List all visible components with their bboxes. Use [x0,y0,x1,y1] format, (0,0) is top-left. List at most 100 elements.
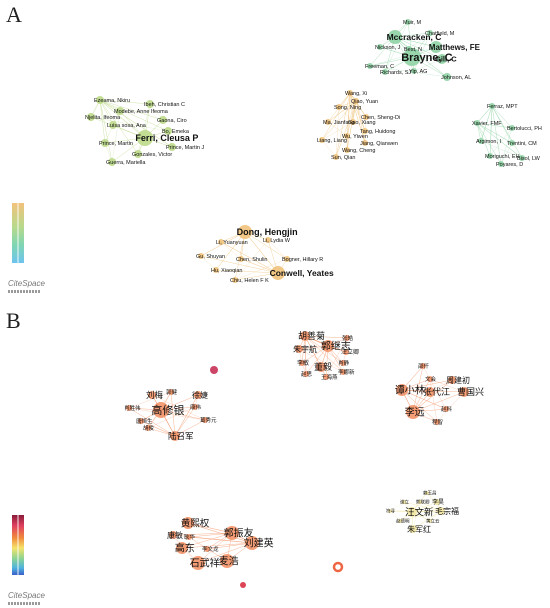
author-node[interactable] [443,406,449,412]
author-node[interactable] [344,335,350,341]
author-node[interactable] [489,103,495,109]
author-node[interactable] [367,63,373,69]
author-node[interactable] [295,345,303,353]
author-node[interactable] [134,150,142,158]
author-node[interactable] [459,387,469,397]
author-node[interactable] [170,431,180,441]
author-node[interactable] [323,374,329,380]
author-node[interactable] [411,68,417,74]
author-node[interactable] [425,491,429,495]
author-node[interactable] [271,266,285,280]
author-node[interactable] [213,267,219,273]
author-node[interactable] [409,525,417,533]
author-node[interactable] [347,90,353,96]
author-node[interactable] [145,425,151,431]
author-node[interactable] [204,546,210,552]
author-node[interactable] [109,121,117,129]
author-node[interactable] [126,405,132,411]
author-node[interactable] [87,113,95,121]
author-node[interactable] [186,534,192,540]
author-node[interactable] [434,419,440,425]
author-node[interactable] [299,360,305,366]
author-node[interactable] [336,104,342,110]
author-node[interactable] [322,340,334,352]
author-node[interactable] [420,363,426,369]
author-node[interactable] [146,100,154,108]
author-node[interactable] [333,154,339,160]
author-node[interactable] [403,48,421,66]
author-node[interactable] [406,405,420,419]
author-node[interactable] [300,331,310,341]
author-node[interactable] [101,139,109,147]
author-node[interactable] [474,120,480,126]
author-node[interactable] [382,69,388,75]
author-node[interactable] [325,119,331,125]
author-node[interactable] [498,161,504,167]
author-node[interactable] [202,417,208,423]
author-node[interactable] [388,509,392,513]
isolated-node[interactable] [210,366,218,374]
author-node[interactable] [350,119,356,125]
author-node[interactable] [168,389,174,395]
author-node[interactable] [425,387,435,397]
author-node[interactable] [238,225,252,239]
author-node[interactable] [353,98,359,104]
author-node[interactable] [344,147,350,153]
author-node[interactable] [343,349,349,355]
author-node[interactable] [232,277,238,283]
author-node[interactable] [194,391,202,399]
author-node[interactable] [192,404,198,410]
author-node[interactable] [362,128,368,134]
author-node[interactable] [238,256,244,262]
author-node[interactable] [96,96,104,104]
author-node[interactable] [344,133,350,139]
author-node[interactable] [164,127,172,135]
author-node[interactable] [402,500,406,504]
author-node[interactable] [319,137,325,143]
author-node[interactable] [191,556,205,570]
author-node[interactable] [169,531,177,539]
author-node[interactable] [398,519,402,523]
author-node[interactable] [509,140,515,146]
author-node[interactable] [509,125,515,131]
author-node[interactable] [405,19,411,25]
author-node[interactable] [340,360,346,366]
author-node[interactable] [303,371,309,377]
author-node[interactable] [116,107,124,115]
author-node[interactable] [437,507,445,515]
author-node[interactable] [388,30,402,44]
author-node[interactable] [396,384,408,396]
author-node[interactable] [153,402,169,418]
author-node[interactable] [418,500,422,504]
author-node[interactable] [220,554,234,568]
author-node[interactable] [407,507,417,517]
author-node[interactable] [427,30,433,36]
author-node[interactable] [182,517,194,529]
author-node[interactable] [363,114,369,120]
author-node[interactable] [148,391,156,399]
author-node[interactable] [377,44,383,50]
author-node[interactable] [168,143,176,151]
author-node[interactable] [487,153,493,159]
author-node[interactable] [443,73,451,81]
author-node[interactable] [284,256,290,262]
author-node[interactable] [519,155,525,161]
author-node[interactable] [159,116,167,124]
author-node[interactable] [434,499,440,505]
author-node[interactable] [108,158,116,166]
author-node[interactable] [437,54,447,64]
author-node[interactable] [316,362,326,372]
author-node[interactable] [137,130,153,146]
author-node[interactable] [198,253,204,259]
author-node[interactable] [265,237,271,243]
author-node[interactable] [448,376,456,384]
author-node[interactable] [225,526,239,540]
author-node[interactable] [478,138,484,144]
author-node[interactable] [138,418,144,424]
isolated-node[interactable] [240,582,246,588]
author-node[interactable] [218,239,224,245]
author-node[interactable] [340,369,346,375]
author-node[interactable] [427,376,433,382]
author-node[interactable] [362,140,368,146]
author-node[interactable] [245,536,259,550]
